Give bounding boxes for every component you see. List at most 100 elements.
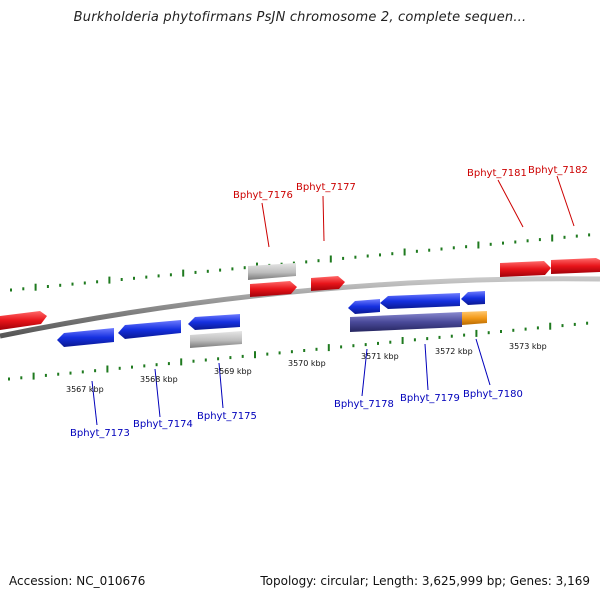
tick-mark [377,341,379,345]
scale-label: 3571 kbp [361,352,399,361]
gene-label[interactable]: Bphyt_7173 [70,428,130,439]
tick-mark [502,241,504,245]
rna-feature[interactable] [248,263,296,280]
tick-mark [551,234,554,242]
gene-arrow[interactable] [311,276,345,291]
gene-arrow[interactable] [188,314,240,330]
tick-mark [536,326,539,330]
tick-mark [106,365,109,373]
rna-feature[interactable] [190,331,242,348]
gene-label[interactable]: Bphyt_7182 [528,165,588,176]
gene-arrow[interactable] [118,320,181,339]
gene-label[interactable]: Bphyt_7179 [400,393,460,404]
feature-bar[interactable] [350,312,462,332]
tick-mark [305,260,308,264]
tick-mark [69,371,72,375]
reverse-genes [57,291,487,348]
tick-mark [204,358,207,362]
tick-mark [586,321,589,325]
gene-arrow[interactable] [500,261,551,277]
tick-mark [157,274,160,278]
tick-mark [426,337,429,341]
tick-mark [241,354,244,358]
tick-mark [180,358,183,366]
tick-mark [96,280,99,284]
gene-arrow[interactable] [0,311,47,330]
tick-mark [118,366,121,370]
tick-mark [155,363,158,367]
gene-label[interactable]: Bphyt_7175 [197,411,257,422]
tick-mark [452,246,455,250]
reverse-leader-lines [91,338,491,426]
tick-mark [524,327,527,331]
tick-mark [169,273,172,277]
tick-mark [463,333,466,337]
genome-title: Burkholderia phytofirmans PsJN chromosom… [73,10,527,25]
tick-mark [563,235,566,239]
gene-arrow[interactable] [551,258,600,274]
gene-arrow[interactable] [57,328,114,347]
tick-mark [329,255,332,263]
tick-mark [290,350,293,354]
tick-mark [229,356,232,360]
gene-arrow[interactable] [348,299,380,314]
tick-mark [477,241,480,249]
tick-mark [364,343,367,347]
scale-label: 3567 kbp [66,385,104,394]
tick-mark [217,357,220,361]
gene-label[interactable]: Bphyt_7181 [467,168,527,179]
gene-arrow[interactable] [250,281,297,297]
gene-label[interactable]: Bphyt_7176 [233,190,293,201]
tick-mark [143,364,146,368]
tick-mark [438,335,441,339]
accession-text: Accession: NC_010676 [9,574,146,588]
gene-arrow[interactable] [461,291,485,305]
tick-mark [266,352,269,356]
tick-mark [46,285,49,288]
tick-mark [588,233,591,237]
tick-mark [428,248,431,252]
tick-mark [254,351,256,359]
chromosome-backbone [0,276,600,339]
tick-mark [8,377,10,381]
gene-arrow[interactable] [380,293,460,309]
tick-mark [413,338,416,342]
tick-mark [327,344,330,352]
gene-label[interactable]: Bphyt_7178 [334,399,394,410]
gene-label[interactable]: Bphyt_7174 [133,419,193,430]
reverse-strand-ticks [8,321,589,381]
tick-mark [131,365,133,369]
tick-mark [133,276,135,280]
tick-mark [303,349,306,352]
tick-mark [292,261,295,265]
tick-mark [354,255,357,259]
tick-mark [403,248,406,256]
tick-mark [231,267,234,271]
tick-mark [538,238,541,242]
tick-mark [561,324,564,328]
tick-mark [94,369,97,373]
tick-mark [108,276,111,284]
scale-labels: 3567 kbp 3568 kbp 3569 kbp 3570 kbp 3571… [66,342,547,394]
tick-mark [20,376,23,380]
tick-mark [366,254,369,258]
feature-bar[interactable] [462,311,487,325]
tick-mark [167,362,170,366]
scale-label: 3569 kbp [214,367,252,376]
tick-mark [512,328,515,332]
tick-mark [549,322,552,330]
scale-label: 3570 kbp [288,359,326,368]
tick-mark [182,269,185,277]
tick-mark [59,283,62,287]
gene-label[interactable]: Bphyt_7177 [296,182,356,193]
gene-label[interactable]: Bphyt_7180 [463,389,523,400]
tick-mark [379,253,381,257]
tick-mark [145,275,148,279]
tick-mark [389,340,392,344]
tick-mark [219,268,222,272]
tick-mark [278,351,281,355]
tick-mark [57,372,60,376]
forward-genes [0,258,600,330]
tick-mark [500,330,502,333]
